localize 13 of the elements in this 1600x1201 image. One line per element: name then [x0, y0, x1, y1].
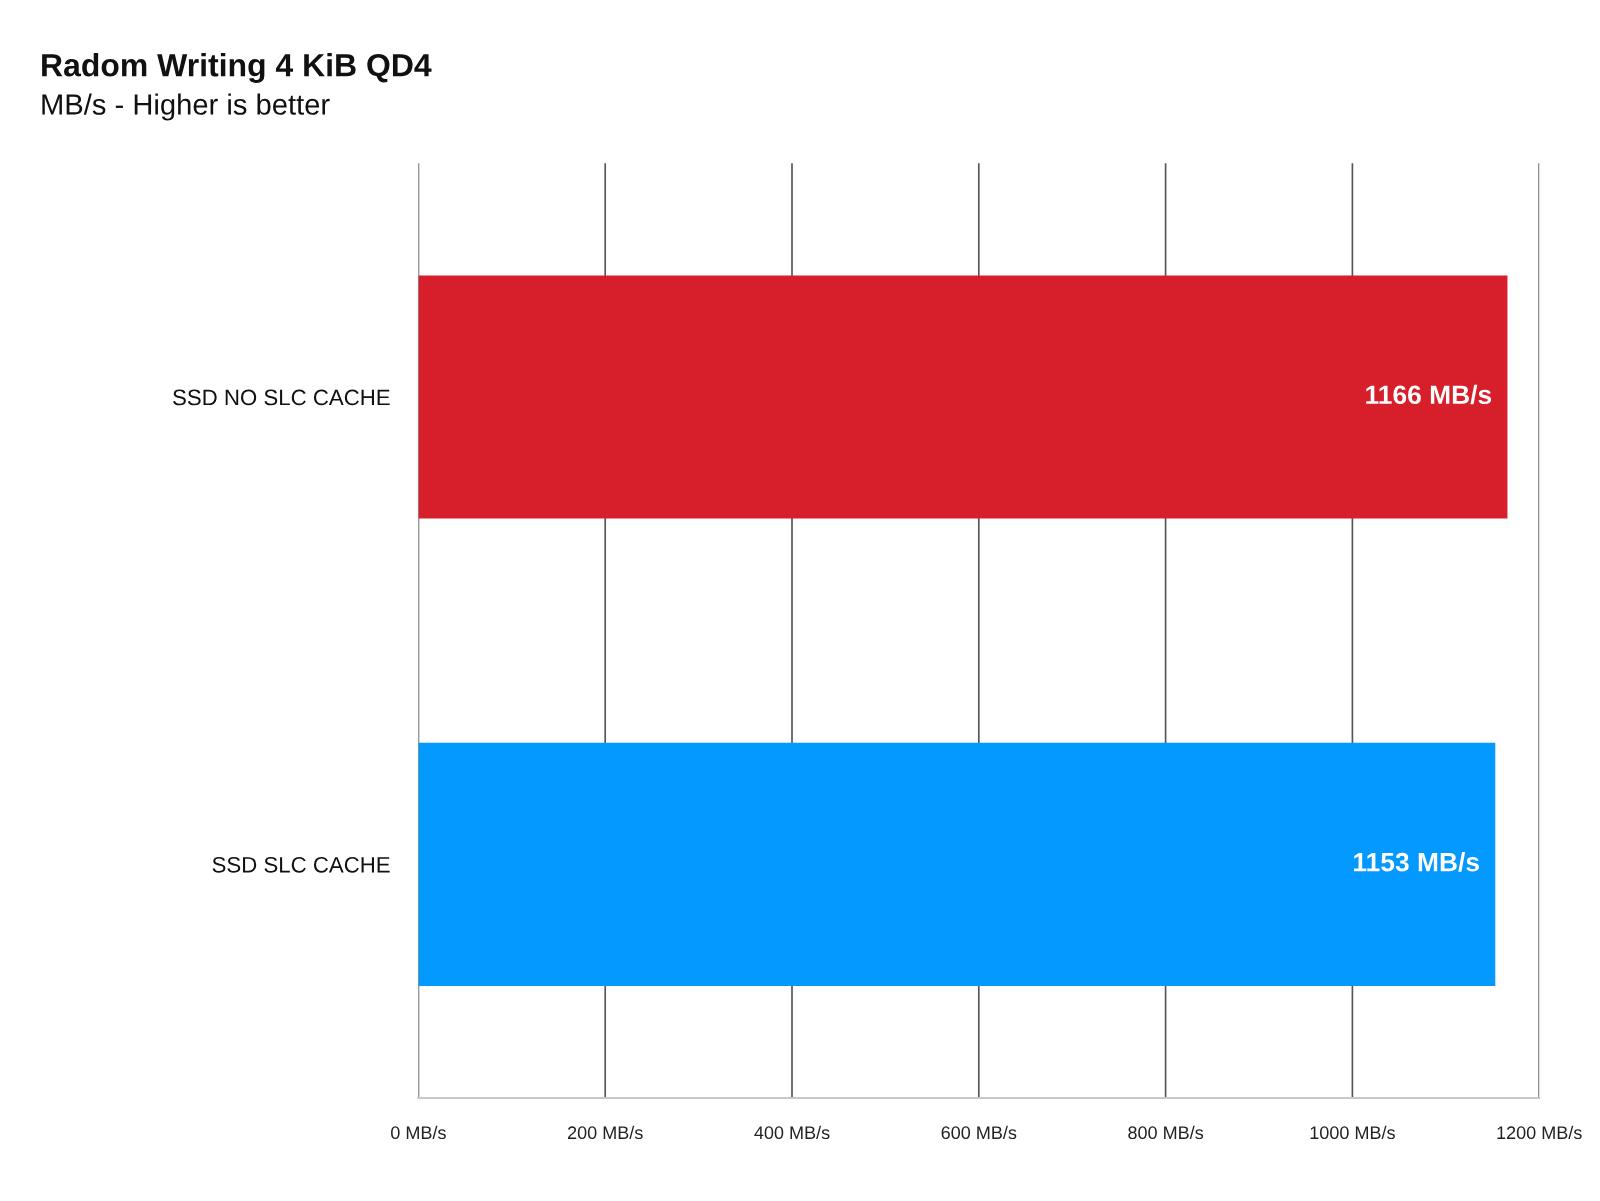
- data-label: 1166 MB/s: [1366, 384, 1492, 405]
- x-tick-label: 1000 MB/s: [1310, 1125, 1395, 1140]
- x-tick-label: 600 MB/s: [941, 1125, 1017, 1140]
- x-tick-label: 800 MB/s: [1128, 1125, 1204, 1140]
- y-tick-label: SSD SLC CACHE: [212, 856, 390, 873]
- chart-subtitle: MB/s - Higher is better: [42, 93, 330, 121]
- x-tick-label: 1200 MB/s: [1497, 1125, 1582, 1140]
- x-tick-label: 200 MB/s: [567, 1125, 643, 1140]
- x-tick-label: 400 MB/s: [754, 1125, 830, 1140]
- data-label: 1153 MB/s: [1354, 852, 1479, 872]
- x-tick-label: 0 MB/s: [391, 1125, 446, 1140]
- y-tick-label: SSD NO SLC CACHE: [173, 389, 390, 406]
- chart-title: Radom Writing 4 KiB QD4: [42, 53, 432, 83]
